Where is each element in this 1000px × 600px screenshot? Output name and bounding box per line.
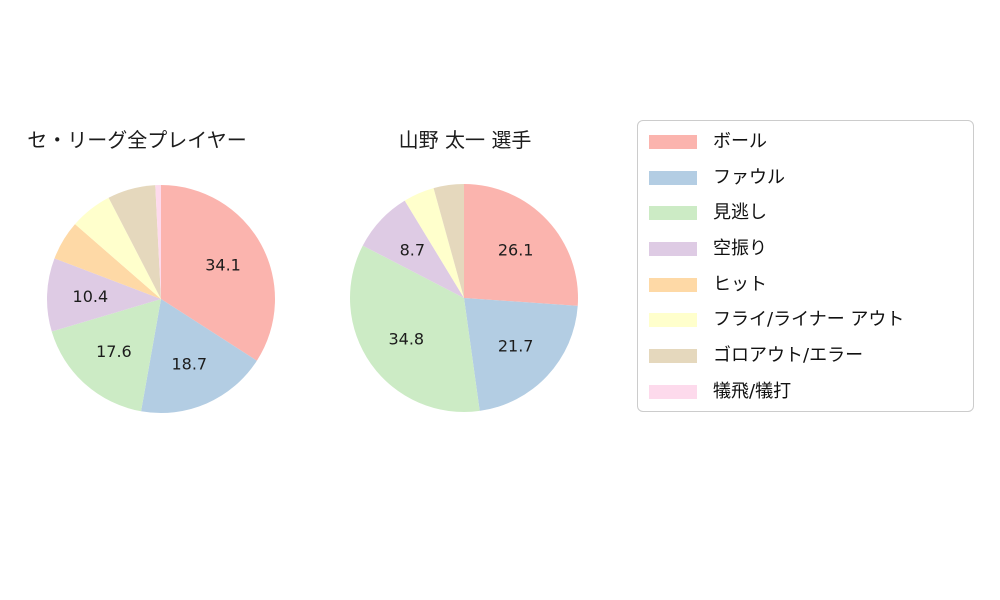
legend-item-label: ファウル — [713, 166, 785, 188]
legend-swatch — [649, 241, 697, 256]
pie-slice-label: 8.7 — [400, 240, 425, 259]
legend-swatch — [649, 170, 697, 185]
pie-slice-label: 34.8 — [388, 329, 424, 348]
pie-slice-label: 26.1 — [498, 240, 534, 259]
pie-slice-5 — [404, 188, 464, 298]
pie-slice-6 — [108, 185, 161, 299]
legend-item: フライ/ライナー アウト — [638, 302, 973, 338]
legend-item-label: フライ/ライナー アウト — [713, 309, 905, 331]
legend-swatch — [649, 134, 697, 149]
pie-slice-label: 34.1 — [205, 256, 241, 275]
legend-swatch — [649, 277, 697, 292]
legend-item: 空振り — [638, 231, 973, 267]
pie-slice-2 — [51, 299, 161, 412]
pie-slice-5 — [75, 197, 161, 299]
legend-item: ゴロアウト/エラー — [638, 338, 973, 374]
legend-item: ヒット — [638, 267, 973, 303]
pie-chart-player: 26.1 21.7 34.8 8.7 — [350, 184, 578, 412]
pie-title-league: セ・リーグ全プレイヤー — [27, 128, 247, 152]
pie-slice-0 — [464, 184, 578, 306]
pie-slice-7 — [155, 185, 161, 299]
legend-item-label: ゴロアウト/エラー — [713, 344, 864, 366]
pie-chart-league: 34.1 18.7 17.6 10.4 — [47, 185, 275, 413]
legend: ボールファウル見逃し空振りヒットフライ/ライナー アウト ゴロアウト/エラー 犠飛/… — [637, 120, 974, 412]
pie-slice-6 — [433, 184, 464, 298]
legend-item-label: ボール — [713, 130, 767, 152]
pie-slice-3 — [362, 200, 464, 298]
pie-slice-1 — [464, 298, 578, 411]
pie-slice-2 — [350, 245, 480, 412]
legend-item-label: 見逃し — [713, 202, 767, 224]
legend-item-label: ヒット — [713, 273, 767, 295]
pie-slice-label: 18.7 — [171, 354, 207, 373]
pie-slice-1 — [141, 299, 257, 413]
legend-item-label: 空振り — [713, 237, 767, 259]
legend-item: 犠飛/犠打 — [638, 374, 973, 410]
pie-slice-label: 10.4 — [73, 287, 109, 306]
pie-title-player: 山野 太一 選手 — [398, 128, 532, 152]
pie-slice-4 — [54, 224, 162, 299]
pie-slice-0 — [161, 185, 275, 361]
pie-slice-label: 21.7 — [498, 337, 534, 356]
pie-slice-label: 17.6 — [96, 342, 132, 361]
legend-item: ファウル — [638, 160, 973, 196]
legend-swatch — [649, 384, 697, 399]
pie-slice-3 — [47, 258, 161, 332]
legend-swatch — [649, 313, 697, 328]
legend-swatch — [649, 206, 697, 221]
legend-item: 見逃し — [638, 195, 973, 231]
legend-item: ボール — [638, 124, 973, 160]
legend-swatch — [649, 348, 697, 363]
legend-item-label: 犠飛/犠打 — [713, 380, 792, 402]
